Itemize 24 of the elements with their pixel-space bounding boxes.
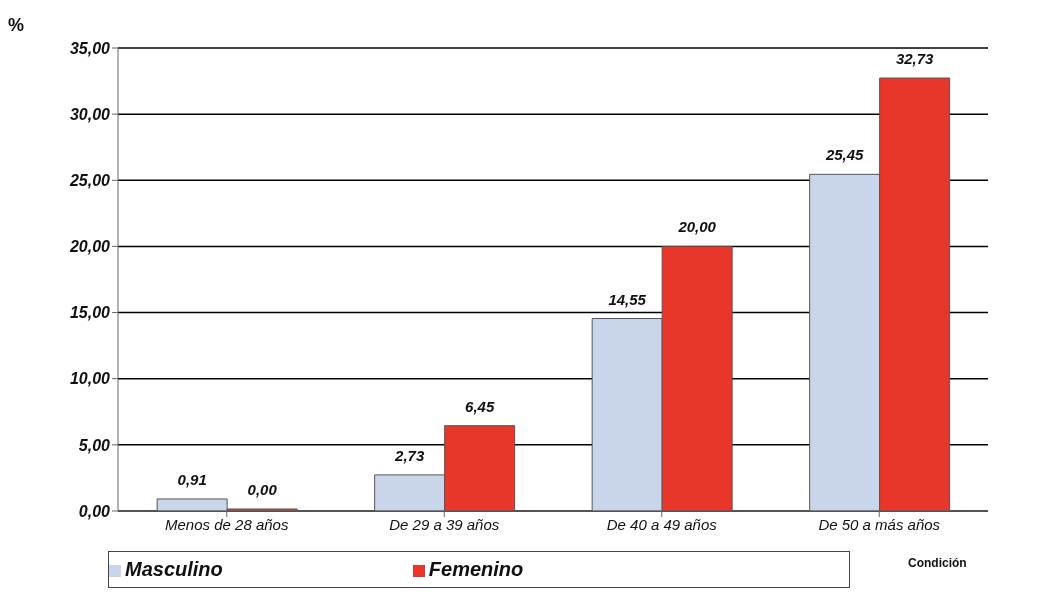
x-axis-title: Condición — [908, 556, 967, 570]
y-tick-label: 0,00 — [78, 502, 111, 520]
y-tick-label: 15,00 — [69, 304, 111, 322]
x-tick-label: Menos de 28 años — [165, 515, 289, 533]
y-tick-label: 10,00 — [69, 370, 111, 388]
data-label: 20,00 — [677, 218, 717, 236]
data-label: 32,73 — [895, 50, 935, 68]
legend-label: Masculino — [125, 558, 223, 580]
data-label: 25,45 — [824, 146, 865, 164]
x-tick-label: De 29 a 39 años — [389, 515, 500, 533]
y-tick-label: 30,00 — [69, 105, 111, 123]
y-tick-label: 35,00 — [69, 39, 111, 57]
y-tick-label: 25,00 — [68, 171, 111, 189]
data-label: 14,55 — [608, 290, 647, 308]
y-tick-label: 5,00 — [78, 436, 111, 454]
data-label: 0,00 — [247, 481, 278, 498]
legend-label: Femenino — [428, 558, 524, 580]
x-tick-label: De 40 a 49 años — [606, 515, 718, 533]
data-label: 6,45 — [465, 397, 495, 415]
x-tick-label: De 50 a más años — [818, 515, 941, 533]
data-label: 2,73 — [394, 446, 425, 464]
data-label: 0,91 — [177, 470, 207, 488]
y-axis-title: % — [8, 14, 25, 35]
y-tick-label: 20,00 — [68, 238, 111, 256]
